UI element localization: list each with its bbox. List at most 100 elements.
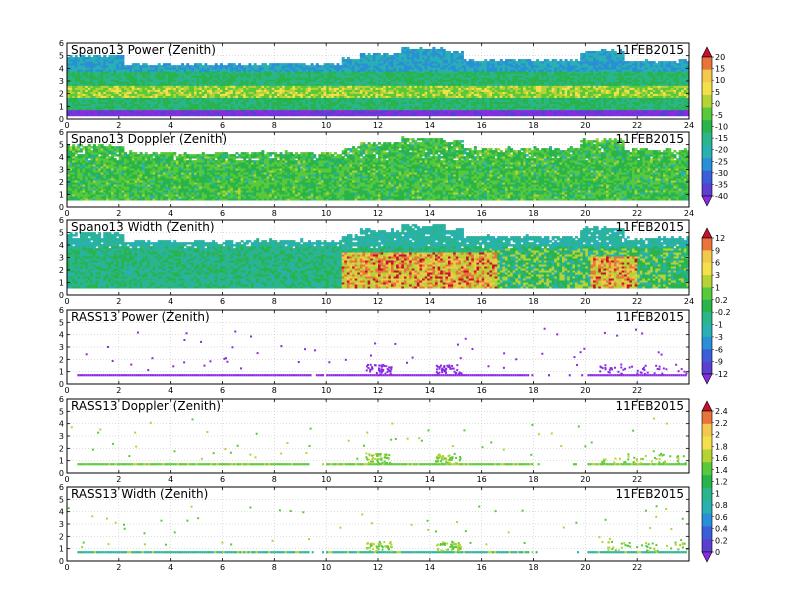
heatmap-cell	[256, 111, 260, 115]
heatmap-cell	[289, 81, 293, 84]
heatmap-cell	[196, 91, 200, 94]
heatmap-cell	[72, 105, 76, 109]
heatmap-cell	[131, 109, 135, 113]
heatmap-cell	[165, 113, 169, 117]
heatmap-cell	[204, 79, 208, 82]
heatmap-cell	[209, 87, 213, 90]
heatmap-cell	[276, 97, 280, 101]
heatmap-cell	[95, 87, 99, 90]
heatmap-cell	[287, 111, 291, 115]
heatmap-cell	[333, 107, 337, 111]
heatmap-cell	[147, 91, 151, 94]
heatmap-cell	[193, 79, 197, 82]
heatmap-cell	[248, 113, 252, 117]
heatmap-cell	[217, 95, 221, 98]
heatmap-cell	[85, 107, 89, 111]
heatmap-cell	[370, 97, 374, 101]
heatmap-cell	[90, 71, 94, 74]
heatmap-cell	[173, 111, 177, 115]
heatmap-cell	[170, 91, 174, 94]
heatmap-cell	[253, 97, 257, 101]
heatmap-cell	[346, 61, 350, 64]
heatmap-cell	[328, 73, 332, 76]
heatmap-cell	[253, 85, 257, 88]
heatmap-cell	[302, 91, 306, 94]
heatmap-cell	[129, 67, 133, 70]
heatmap-cell	[310, 113, 314, 117]
heatmap-cell	[72, 91, 76, 94]
heatmap-cell	[251, 65, 254, 68]
heatmap-cell	[149, 89, 153, 92]
heatmap-cell	[217, 97, 221, 101]
heatmap-cell	[289, 107, 293, 111]
heatmap-cell	[173, 97, 177, 101]
heatmap-cell	[344, 81, 348, 84]
heatmap-cell	[139, 85, 143, 88]
heatmap-cell	[339, 87, 343, 90]
heatmap-cell	[367, 77, 371, 80]
heatmap-cell	[87, 107, 91, 111]
heatmap-cell	[108, 67, 112, 70]
heatmap-cell	[183, 105, 187, 109]
heatmap-cell	[108, 59, 112, 62]
heatmap-cell	[287, 75, 291, 78]
heatmap-cell	[269, 65, 273, 68]
heatmap-cell	[365, 91, 369, 94]
heatmap-cell	[354, 103, 358, 107]
heatmap-cell	[339, 75, 343, 78]
heatmap-cell	[271, 71, 275, 74]
heatmap-cell	[100, 61, 104, 64]
heatmap-cell	[105, 81, 109, 84]
heatmap-cell	[79, 63, 83, 66]
heatmap-cell	[372, 75, 376, 78]
heatmap-cell	[105, 99, 109, 103]
heatmap-cell	[295, 89, 299, 92]
heatmap-cell	[292, 105, 296, 109]
heatmap-cell	[359, 69, 363, 72]
heatmap-cell	[222, 97, 226, 101]
heatmap-cell	[136, 77, 140, 80]
heatmap-cell	[245, 81, 249, 84]
heatmap-cell	[227, 71, 231, 74]
heatmap-cell	[121, 87, 125, 90]
heatmap-cell	[181, 91, 185, 94]
heatmap-cell	[113, 103, 117, 107]
heatmap-cell	[256, 73, 260, 76]
heatmap-cell	[305, 103, 309, 107]
heatmap-cell	[126, 91, 130, 94]
heatmap-cell	[100, 67, 104, 70]
heatmap-cell	[276, 73, 280, 76]
heatmap-cell	[98, 97, 102, 101]
heatmap-cell	[72, 95, 76, 98]
heatmap-cell	[124, 97, 128, 101]
heatmap-cell	[87, 55, 91, 58]
heatmap-cell	[289, 79, 293, 82]
heatmap-cell	[328, 67, 332, 70]
heatmap-cell	[346, 109, 350, 113]
heatmap-cell	[142, 81, 146, 84]
heatmap-cell	[191, 101, 195, 105]
heatmap-cell	[186, 73, 190, 76]
heatmap-cell	[100, 91, 104, 94]
heatmap-cell	[300, 65, 304, 68]
heatmap-cell	[349, 79, 353, 82]
heatmap-cell	[315, 69, 319, 72]
heatmap-cell	[90, 111, 94, 115]
heatmap-cell	[253, 63, 257, 66]
heatmap-cell	[372, 97, 376, 101]
heatmap-cell	[232, 95, 236, 98]
heatmap-cell	[346, 113, 350, 117]
heatmap-cell	[160, 67, 164, 70]
heatmap-cell	[105, 75, 109, 78]
heatmap-cell	[149, 79, 153, 82]
heatmap-cell	[79, 81, 83, 84]
heatmap-cell	[263, 77, 267, 80]
heatmap-cell	[188, 93, 192, 96]
heatmap-cell	[168, 67, 172, 70]
heatmap-cell	[77, 65, 81, 68]
heatmap-cell	[300, 69, 304, 72]
heatmap-cell	[191, 113, 195, 117]
heatmap-cell	[344, 109, 348, 113]
heatmap-cell	[269, 67, 273, 70]
heatmap-cell	[175, 95, 179, 98]
